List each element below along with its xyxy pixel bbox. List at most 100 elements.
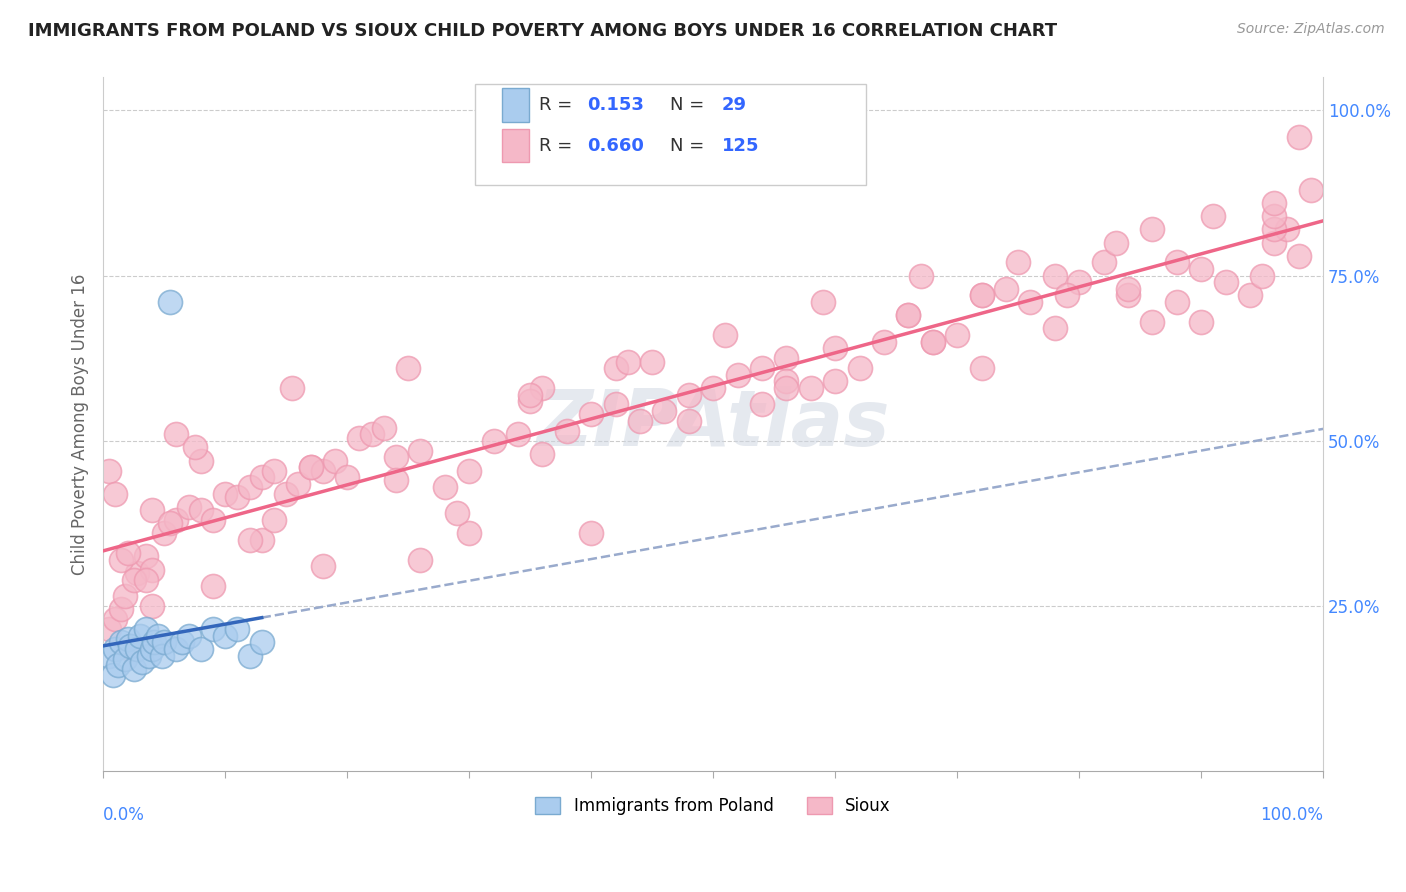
Point bbox=[177, 629, 200, 643]
Point bbox=[751, 361, 773, 376]
Point bbox=[110, 602, 132, 616]
Point bbox=[250, 533, 273, 547]
Legend: Immigrants from Poland, Sioux: Immigrants from Poland, Sioux bbox=[529, 790, 897, 822]
Point bbox=[897, 308, 920, 322]
Point bbox=[811, 295, 834, 310]
Text: IMMIGRANTS FROM POLAND VS SIOUX CHILD POVERTY AMONG BOYS UNDER 16 CORRELATION CH: IMMIGRANTS FROM POLAND VS SIOUX CHILD PO… bbox=[28, 22, 1057, 40]
Point bbox=[250, 470, 273, 484]
Text: 0.660: 0.660 bbox=[588, 136, 644, 155]
Point bbox=[1215, 275, 1237, 289]
Point bbox=[165, 427, 187, 442]
Point bbox=[183, 441, 205, 455]
Text: 125: 125 bbox=[721, 136, 759, 155]
Text: 29: 29 bbox=[721, 96, 747, 114]
Point bbox=[446, 507, 468, 521]
Point bbox=[214, 486, 236, 500]
Point bbox=[131, 655, 153, 669]
Point bbox=[349, 430, 371, 444]
Point bbox=[153, 635, 176, 649]
Point bbox=[135, 622, 157, 636]
Point bbox=[385, 450, 408, 465]
Point bbox=[1202, 209, 1225, 223]
Point bbox=[127, 566, 149, 580]
Point bbox=[1263, 196, 1285, 211]
Point bbox=[519, 387, 541, 401]
Point bbox=[336, 470, 359, 484]
Point bbox=[1043, 268, 1066, 283]
Point bbox=[190, 641, 212, 656]
Point bbox=[201, 579, 224, 593]
Point bbox=[678, 387, 700, 401]
Point bbox=[1263, 209, 1285, 223]
Point bbox=[1189, 315, 1212, 329]
Point bbox=[138, 648, 160, 663]
Point bbox=[159, 295, 181, 310]
Point bbox=[201, 513, 224, 527]
Point bbox=[433, 480, 456, 494]
Point bbox=[141, 641, 163, 656]
Point bbox=[141, 563, 163, 577]
Point bbox=[117, 632, 139, 646]
Text: Source: ZipAtlas.com: Source: ZipAtlas.com bbox=[1237, 22, 1385, 37]
Point bbox=[1105, 235, 1128, 250]
Point bbox=[141, 599, 163, 613]
Point bbox=[605, 361, 627, 376]
Point bbox=[409, 552, 432, 566]
Point bbox=[775, 375, 797, 389]
Point bbox=[153, 526, 176, 541]
Point bbox=[702, 381, 724, 395]
Text: N =: N = bbox=[671, 96, 710, 114]
Point bbox=[360, 427, 382, 442]
Point bbox=[238, 480, 260, 494]
Point bbox=[1166, 255, 1188, 269]
Text: R =: R = bbox=[538, 136, 578, 155]
Point bbox=[385, 474, 408, 488]
Point bbox=[276, 486, 298, 500]
Point bbox=[263, 464, 285, 478]
Point bbox=[775, 351, 797, 366]
Point bbox=[190, 503, 212, 517]
Point bbox=[1239, 288, 1261, 302]
Point bbox=[1019, 295, 1042, 310]
Point bbox=[250, 635, 273, 649]
Point bbox=[128, 629, 150, 643]
FancyBboxPatch shape bbox=[475, 85, 866, 185]
Point bbox=[579, 526, 602, 541]
Point bbox=[1166, 295, 1188, 310]
Point bbox=[287, 476, 309, 491]
Point bbox=[117, 546, 139, 560]
Point bbox=[1288, 249, 1310, 263]
Point bbox=[214, 629, 236, 643]
Point bbox=[652, 404, 675, 418]
Point bbox=[1116, 288, 1139, 302]
Point bbox=[1288, 129, 1310, 144]
Point bbox=[226, 490, 249, 504]
Point bbox=[159, 516, 181, 531]
Point bbox=[98, 464, 121, 478]
Point bbox=[114, 589, 136, 603]
Point bbox=[104, 612, 127, 626]
Point bbox=[1056, 288, 1078, 302]
Point bbox=[312, 559, 335, 574]
Text: R =: R = bbox=[538, 96, 578, 114]
Point bbox=[299, 460, 322, 475]
Point bbox=[190, 453, 212, 467]
Point bbox=[1263, 222, 1285, 236]
Point bbox=[110, 552, 132, 566]
Point bbox=[1189, 262, 1212, 277]
Point bbox=[751, 397, 773, 411]
Point bbox=[628, 414, 651, 428]
Point bbox=[98, 648, 121, 663]
Bar bbox=[502, 129, 529, 162]
Point bbox=[263, 513, 285, 527]
Point bbox=[1069, 275, 1091, 289]
Point bbox=[970, 288, 993, 302]
Point bbox=[921, 334, 943, 349]
Point bbox=[118, 639, 141, 653]
Point bbox=[409, 443, 432, 458]
Point bbox=[165, 513, 187, 527]
Point bbox=[678, 414, 700, 428]
Point bbox=[118, 641, 141, 656]
Point bbox=[616, 354, 638, 368]
Y-axis label: Child Poverty Among Boys Under 16: Child Poverty Among Boys Under 16 bbox=[72, 274, 89, 575]
